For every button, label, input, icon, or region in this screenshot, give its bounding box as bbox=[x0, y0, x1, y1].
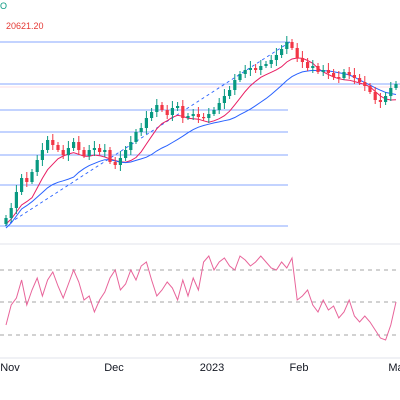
candle-body bbox=[295, 48, 299, 58]
candle-body bbox=[212, 110, 216, 114]
candle-body bbox=[170, 108, 174, 115]
x-tick-2023: 2023 bbox=[199, 362, 225, 374]
candle-body bbox=[207, 114, 211, 118]
rsi-line bbox=[5, 255, 397, 341]
candle-body bbox=[337, 77, 341, 79]
candle-body bbox=[30, 172, 34, 182]
candle-body bbox=[254, 68, 258, 70]
candle-body bbox=[321, 70, 325, 72]
candle-body bbox=[352, 75, 356, 78]
price-label: 20621.20 bbox=[6, 21, 44, 31]
candle-body bbox=[259, 66, 263, 70]
moving-averages bbox=[5, 57, 397, 229]
candle-body bbox=[233, 80, 237, 90]
candle-body bbox=[311, 66, 315, 68]
candle-body bbox=[87, 150, 91, 156]
x-tick-feb: Feb bbox=[289, 362, 309, 374]
candle-body bbox=[394, 84, 398, 88]
ma-fast-line bbox=[5, 57, 397, 225]
candle-body bbox=[176, 106, 180, 108]
candle-body bbox=[46, 140, 50, 150]
candle-body bbox=[238, 74, 242, 80]
candle-body bbox=[368, 86, 372, 92]
candle-body bbox=[103, 150, 107, 152]
trend-line-dashed bbox=[4, 41, 291, 227]
x-tick-nov: Nov bbox=[0, 362, 20, 374]
candle-body bbox=[144, 118, 148, 128]
candle-body bbox=[196, 114, 200, 117]
candle-body bbox=[373, 92, 377, 100]
candle-body bbox=[248, 68, 252, 70]
candle-body bbox=[9, 208, 13, 218]
candle-body bbox=[92, 148, 96, 150]
candle-body bbox=[191, 114, 195, 116]
trend-line bbox=[4, 41, 291, 227]
candlesticks bbox=[4, 36, 398, 226]
candle-body bbox=[113, 162, 117, 165]
candle-body bbox=[56, 145, 60, 150]
ma-slow-line bbox=[5, 69, 397, 229]
candle-body bbox=[358, 78, 362, 82]
candle-body bbox=[61, 150, 65, 155]
candle-body bbox=[134, 132, 138, 142]
x-tick-mar: Ma bbox=[388, 362, 400, 374]
candle-body bbox=[98, 148, 102, 152]
candle-body bbox=[51, 140, 55, 145]
candle-body bbox=[129, 142, 133, 150]
candle-body bbox=[269, 60, 273, 64]
candle-body bbox=[108, 150, 112, 162]
candle-body bbox=[217, 103, 221, 110]
candle-body bbox=[264, 64, 268, 66]
candle-body bbox=[124, 150, 128, 158]
candle-body bbox=[202, 117, 206, 119]
candle-body bbox=[20, 178, 24, 192]
candle-body bbox=[243, 70, 247, 74]
candle-body bbox=[274, 55, 278, 60]
candle-body bbox=[155, 105, 159, 112]
candle-body bbox=[14, 192, 18, 208]
candle-body bbox=[332, 73, 336, 77]
candle-body bbox=[66, 148, 70, 155]
candle-body bbox=[290, 42, 294, 48]
candle-body bbox=[222, 96, 226, 103]
candle-body bbox=[35, 160, 39, 172]
candle-body bbox=[306, 62, 310, 68]
candle-body bbox=[77, 142, 81, 150]
candle-body bbox=[300, 58, 304, 62]
candle-body bbox=[363, 82, 367, 86]
candle-body bbox=[228, 90, 232, 96]
candle-body bbox=[118, 158, 122, 165]
candle-body bbox=[4, 218, 8, 224]
candle-body bbox=[25, 178, 29, 182]
x-tick-dec: Dec bbox=[104, 362, 124, 374]
ohlc-legend: O bbox=[0, 1, 8, 11]
candle-body bbox=[378, 100, 382, 102]
candle-body bbox=[326, 70, 330, 73]
candle-body bbox=[181, 106, 185, 118]
candle-body bbox=[139, 128, 143, 132]
candle-body bbox=[389, 88, 393, 96]
candle-body bbox=[165, 110, 169, 115]
candle-body bbox=[280, 49, 284, 55]
candle-body bbox=[186, 116, 190, 118]
fibonacci-levels bbox=[0, 41, 400, 227]
candle-body bbox=[72, 142, 76, 148]
rsi-reference-lines bbox=[0, 269, 400, 336]
candle-body bbox=[82, 150, 86, 156]
candle-body bbox=[384, 96, 388, 102]
rsi-panel bbox=[5, 255, 397, 341]
candle-body bbox=[40, 150, 44, 160]
candle-body bbox=[342, 72, 346, 78]
candle-body bbox=[285, 42, 289, 49]
candle-body bbox=[347, 72, 351, 75]
candle-body bbox=[150, 112, 154, 118]
candle-body bbox=[160, 105, 164, 110]
candle-body bbox=[316, 66, 320, 72]
